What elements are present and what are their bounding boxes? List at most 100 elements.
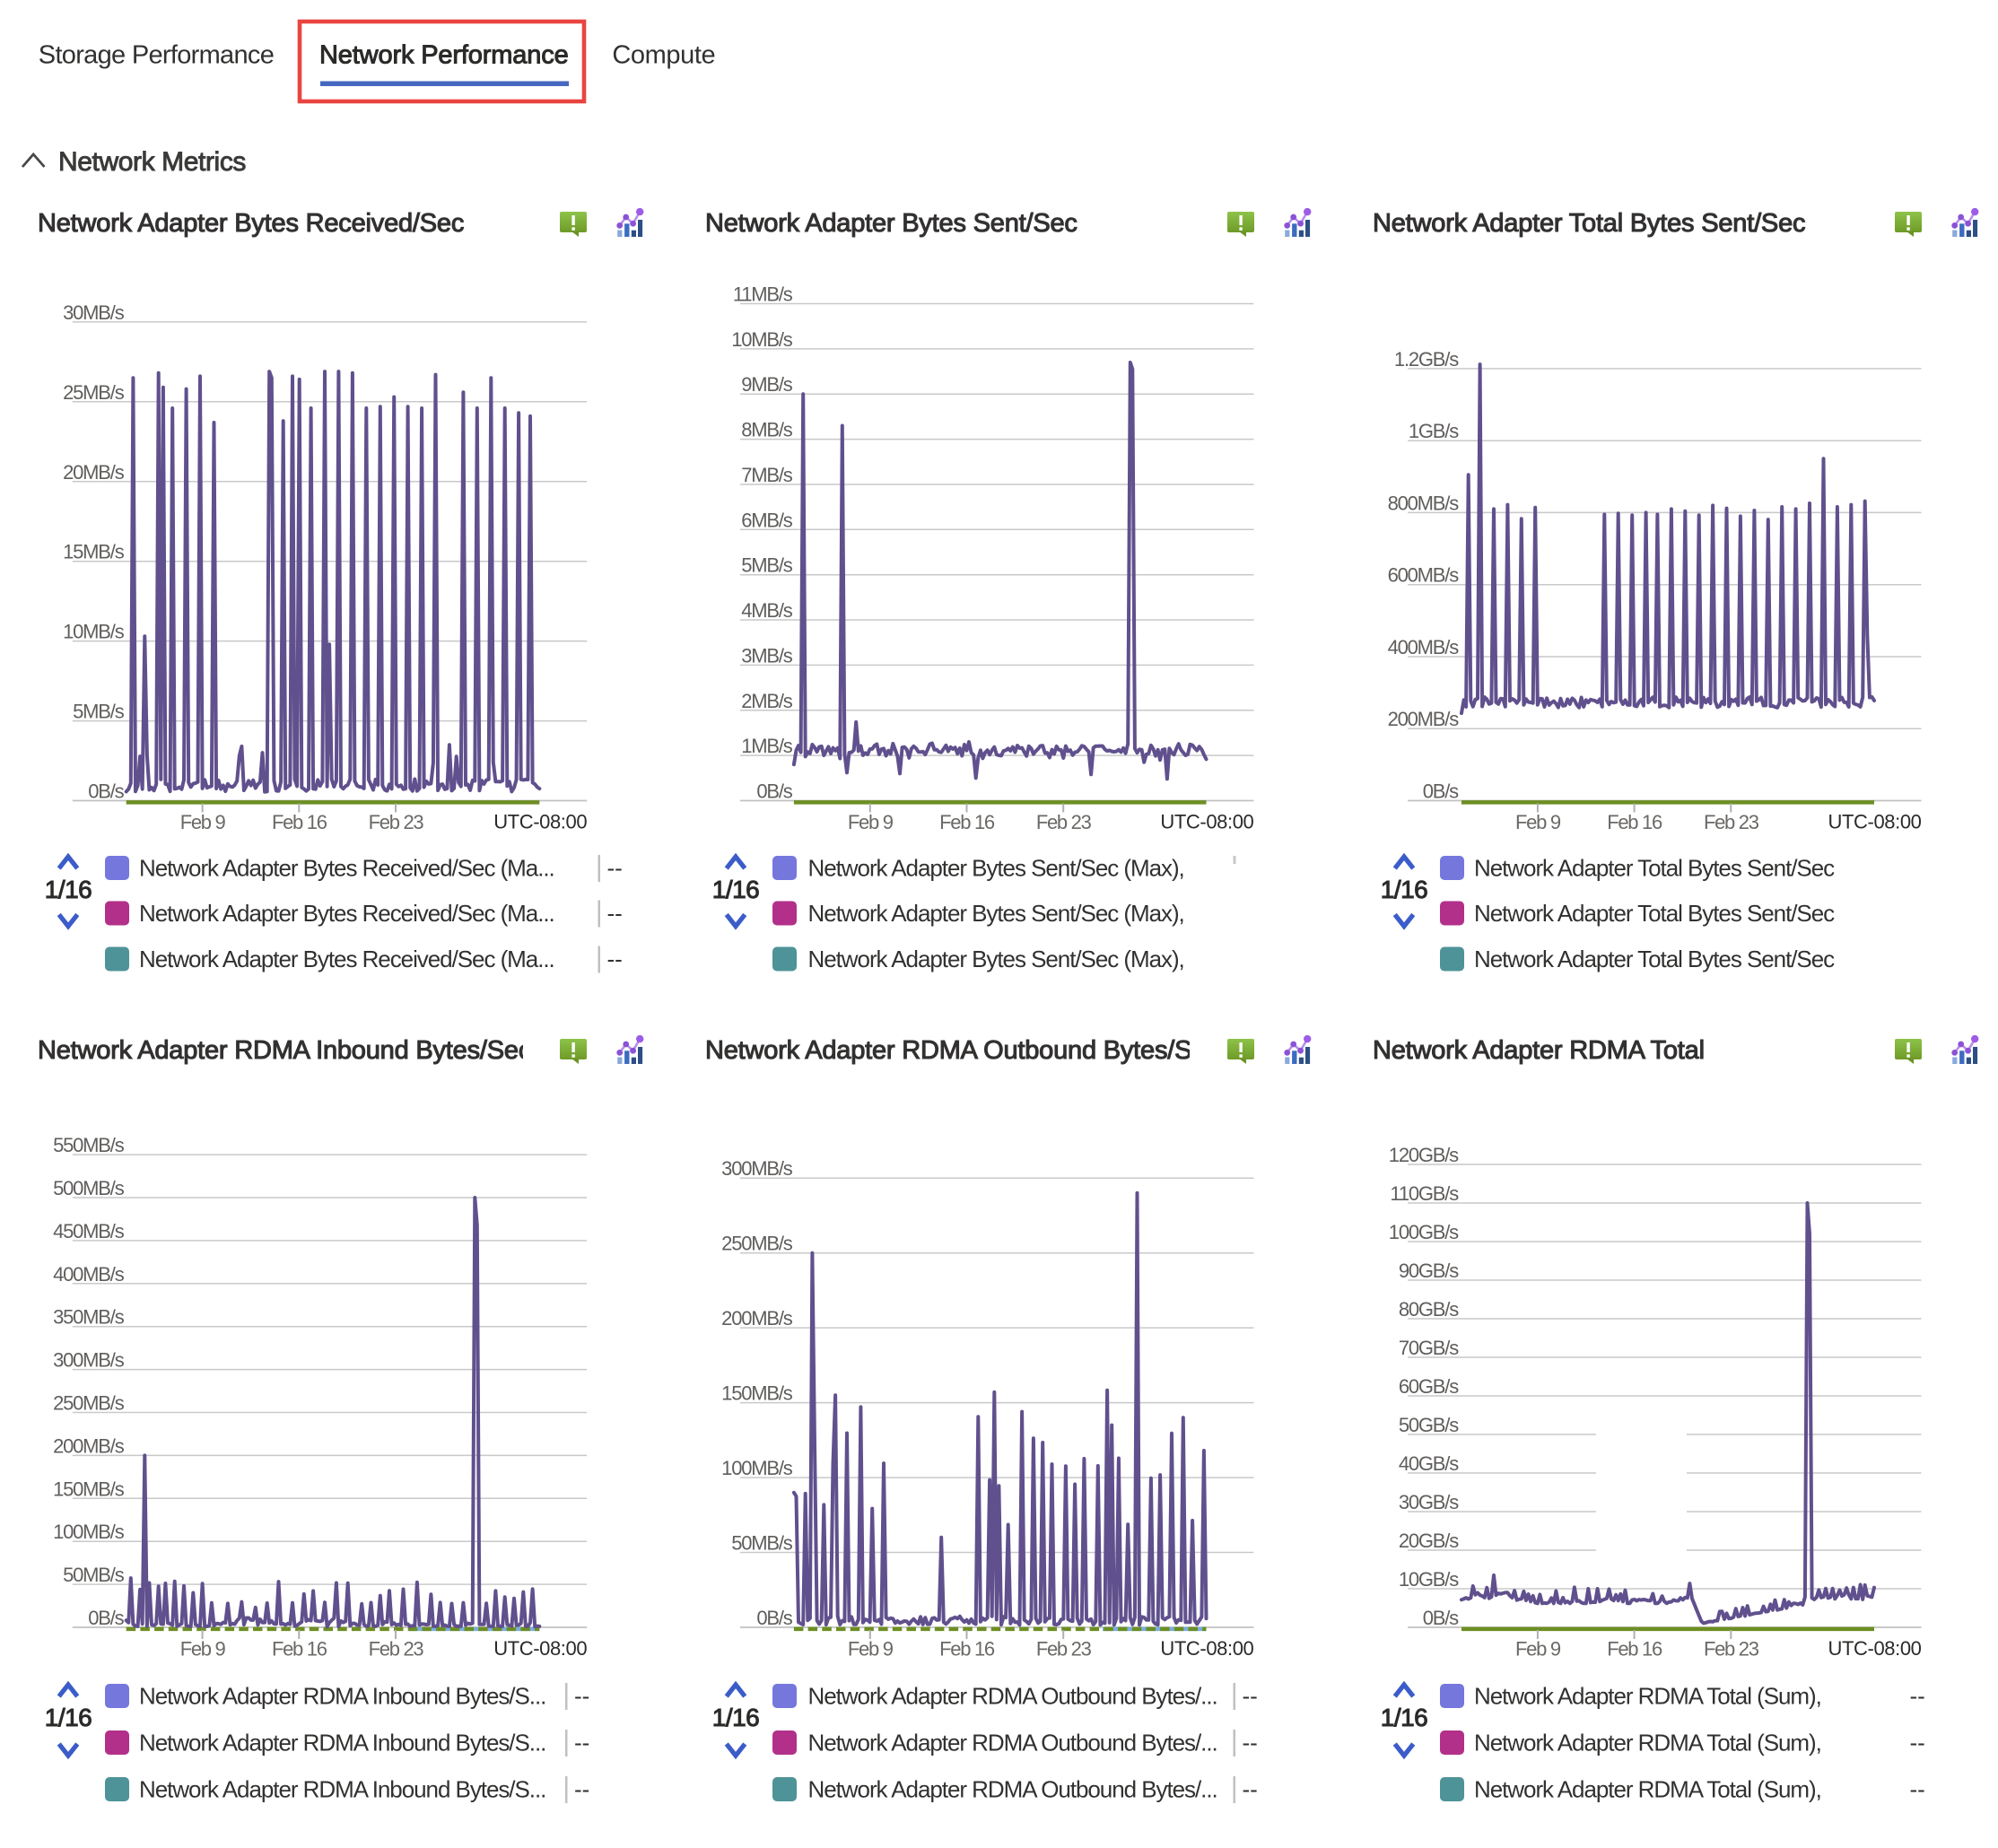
svg-text:300MB/s: 300MB/s <box>721 1157 793 1180</box>
svg-text:Network Performance: Network Performance <box>319 41 569 70</box>
svg-text:200MB/s: 200MB/s <box>1388 708 1460 730</box>
svg-text:600MB/s: 600MB/s <box>1388 564 1460 587</box>
svg-text:15MB/s: 15MB/s <box>63 541 125 563</box>
svg-text:0B/s: 0B/s <box>88 1607 124 1629</box>
svg-text:1GB/s: 1GB/s <box>1409 420 1459 442</box>
svg-text:Feb 16: Feb 16 <box>939 1638 995 1661</box>
svg-text:--: -- <box>1910 1730 1925 1756</box>
svg-text:20MB/s: 20MB/s <box>63 461 125 484</box>
svg-text:Storage Performance: Storage Performance <box>39 41 274 70</box>
svg-text:1/16: 1/16 <box>1381 1704 1428 1731</box>
svg-text:5MB/s: 5MB/s <box>73 701 125 723</box>
svg-text:Network Adapter Bytes Sent/Sec: Network Adapter Bytes Sent/Sec (Max), <box>808 900 1184 927</box>
svg-text:Network Adapter RDMA Total (Su: Network Adapter RDMA Total (Sum), <box>1474 1776 1821 1803</box>
svg-text:80GB/s: 80GB/s <box>1399 1298 1459 1321</box>
svg-text:250MB/s: 250MB/s <box>53 1392 125 1415</box>
svg-text:6MB/s: 6MB/s <box>741 509 793 531</box>
svg-text:50MB/s: 50MB/s <box>63 1564 125 1586</box>
svg-text:Network Adapter RDMA Outbound: Network Adapter RDMA Outbound Bytes/... <box>808 1683 1217 1710</box>
svg-text:2MB/s: 2MB/s <box>741 690 793 712</box>
svg-text:--: -- <box>574 1730 589 1756</box>
svg-text:--: -- <box>607 855 623 882</box>
svg-text:110GB/s: 110GB/s <box>1390 1182 1459 1205</box>
svg-text:--: -- <box>574 1683 589 1710</box>
svg-text:25MB/s: 25MB/s <box>63 381 125 404</box>
svg-text:0B/s: 0B/s <box>88 780 124 803</box>
svg-text:--: -- <box>1243 1730 1258 1756</box>
svg-text:500MB/s: 500MB/s <box>53 1177 125 1199</box>
svg-text:7MB/s: 7MB/s <box>741 464 793 486</box>
svg-text:UTC-08:00: UTC-08:00 <box>493 811 587 833</box>
svg-text:100GB/s: 100GB/s <box>1389 1221 1459 1243</box>
svg-text:200MB/s: 200MB/s <box>721 1307 793 1329</box>
svg-text:120GB/s: 120GB/s <box>1389 1144 1459 1166</box>
svg-text:Network Adapter RDMA Outbound: Network Adapter RDMA Outbound Bytes/... <box>808 1776 1217 1803</box>
svg-text:Feb 16: Feb 16 <box>1607 1638 1662 1661</box>
svg-text:Network Adapter RDMA Inbound B: Network Adapter RDMA Inbound Bytes/S... <box>139 1730 545 1756</box>
svg-text:Feb 23: Feb 23 <box>1036 811 1092 833</box>
svg-text:0B/s: 0B/s <box>756 1607 792 1629</box>
svg-text:70GB/s: 70GB/s <box>1399 1337 1459 1359</box>
svg-text:1/16: 1/16 <box>45 1704 92 1731</box>
svg-text:Feb 16: Feb 16 <box>272 811 327 833</box>
svg-text:Network Adapter Bytes Sent/Sec: Network Adapter Bytes Sent/Sec (Max), <box>808 855 1184 882</box>
svg-text:450MB/s: 450MB/s <box>53 1220 125 1242</box>
svg-text:Feb 16: Feb 16 <box>939 811 995 833</box>
svg-text:Network Adapter Total Bytes Se: Network Adapter Total Bytes Sent/Sec <box>1373 209 1805 238</box>
svg-text:1/16: 1/16 <box>712 1704 760 1731</box>
svg-text:Network Adapter Total Bytes Se: Network Adapter Total Bytes Sent/Sec <box>1474 900 1835 927</box>
svg-text:550MB/s: 550MB/s <box>53 1134 125 1156</box>
svg-text:90GB/s: 90GB/s <box>1399 1260 1459 1282</box>
svg-text:Feb 9: Feb 9 <box>848 1638 894 1661</box>
svg-text:400MB/s: 400MB/s <box>1388 636 1460 658</box>
svg-text:11MB/s: 11MB/s <box>733 283 793 306</box>
svg-text:Feb 23: Feb 23 <box>369 811 424 833</box>
svg-text:30MB/s: 30MB/s <box>63 301 125 324</box>
svg-text:Network Adapter RDMA Outbound: Network Adapter RDMA Outbound Bytes/Sec <box>705 1036 1218 1065</box>
svg-text:200MB/s: 200MB/s <box>53 1434 125 1457</box>
svg-text:1MB/s: 1MB/s <box>741 735 793 757</box>
svg-text:Network Adapter Bytes Received: Network Adapter Bytes Received/Sec <box>38 209 464 238</box>
svg-text:5MB/s: 5MB/s <box>741 554 793 577</box>
svg-text:0B/s: 0B/s <box>1423 1607 1459 1629</box>
svg-text:Network Adapter Total Bytes Se: Network Adapter Total Bytes Sent/Sec <box>1474 855 1835 882</box>
svg-text:Network Adapter Bytes Sent/Sec: Network Adapter Bytes Sent/Sec (Max), <box>808 946 1184 972</box>
svg-text:Network Adapter RDMA Total: Network Adapter RDMA Total <box>1373 1036 1705 1065</box>
svg-text:Network Adapter Bytes Received: Network Adapter Bytes Received/Sec (Ma..… <box>139 900 554 927</box>
svg-text:UTC-08:00: UTC-08:00 <box>493 1637 587 1660</box>
svg-text:800MB/s: 800MB/s <box>1388 492 1460 514</box>
svg-text:Feb 23: Feb 23 <box>369 1638 424 1661</box>
svg-text:250MB/s: 250MB/s <box>721 1233 793 1255</box>
svg-text:1/16: 1/16 <box>712 876 760 903</box>
svg-text:Feb 16: Feb 16 <box>1607 811 1662 833</box>
svg-text:100MB/s: 100MB/s <box>721 1457 793 1479</box>
svg-text:Feb 16: Feb 16 <box>272 1638 327 1661</box>
svg-text:50MB/s: 50MB/s <box>731 1532 793 1555</box>
svg-text:UTC-08:00: UTC-08:00 <box>1828 811 1922 833</box>
svg-text:Network Adapter RDMA Inbound B: Network Adapter RDMA Inbound Bytes/Sec <box>38 1036 531 1065</box>
svg-text:--: -- <box>1243 1683 1258 1710</box>
svg-text:100MB/s: 100MB/s <box>53 1521 125 1543</box>
svg-text:Feb 9: Feb 9 <box>1515 811 1561 833</box>
svg-text:40GB/s: 40GB/s <box>1399 1452 1459 1475</box>
svg-text:Feb 9: Feb 9 <box>1515 1638 1561 1661</box>
svg-text:Feb 23: Feb 23 <box>1036 1638 1092 1661</box>
svg-text:Feb 23: Feb 23 <box>1704 1638 1759 1661</box>
svg-text:10MB/s: 10MB/s <box>63 621 125 643</box>
svg-text:Network Adapter RDMA Total (Su: Network Adapter RDMA Total (Sum), <box>1474 1730 1821 1756</box>
svg-text:Feb 9: Feb 9 <box>848 811 894 833</box>
svg-text:Compute: Compute <box>612 41 715 70</box>
svg-text:50GB/s: 50GB/s <box>1399 1414 1459 1436</box>
svg-text:10MB/s: 10MB/s <box>731 328 793 351</box>
svg-text:Network Adapter Total Bytes Se: Network Adapter Total Bytes Sent/Sec <box>1474 946 1835 972</box>
svg-text:Feb 9: Feb 9 <box>180 811 226 833</box>
svg-text:150MB/s: 150MB/s <box>53 1478 125 1500</box>
svg-text:Network Adapter RDMA Outbound: Network Adapter RDMA Outbound Bytes/... <box>808 1730 1217 1756</box>
svg-text:0B/s: 0B/s <box>1423 780 1459 803</box>
svg-text:Feb 9: Feb 9 <box>180 1638 226 1661</box>
svg-text:UTC-08:00: UTC-08:00 <box>1828 1637 1922 1660</box>
svg-text:3MB/s: 3MB/s <box>741 644 793 667</box>
svg-text:--: -- <box>607 900 623 927</box>
svg-text:1/16: 1/16 <box>45 876 92 903</box>
svg-text:--: -- <box>1910 1683 1925 1710</box>
